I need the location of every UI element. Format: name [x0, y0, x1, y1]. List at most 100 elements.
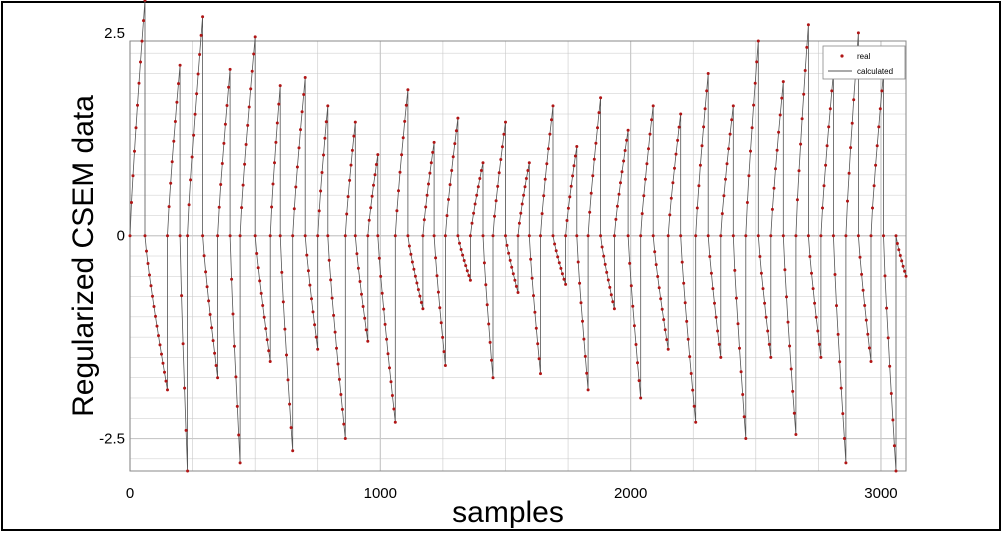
real-data-point [223, 122, 227, 126]
real-data-point [205, 285, 209, 289]
real-data-point [540, 212, 544, 216]
real-data-point [625, 138, 629, 142]
real-data-point [689, 372, 693, 375]
real-data-point [781, 234, 785, 238]
real-data-point [178, 63, 182, 67]
real-data-point [564, 234, 568, 238]
real-data-point [814, 315, 818, 319]
real-data-point [831, 234, 835, 238]
real-data-point [560, 272, 564, 276]
real-data-point [830, 89, 834, 93]
real-data-point [744, 234, 748, 238]
real-data-point [186, 469, 190, 473]
real-data-point [324, 120, 328, 124]
real-data-point [731, 104, 735, 108]
real-data-point [255, 252, 259, 255]
real-data-point [524, 177, 528, 180]
real-data-point [379, 274, 383, 278]
real-data-point [404, 103, 408, 107]
real-data-point [227, 85, 231, 89]
real-data-point [353, 234, 357, 238]
real-data-point [366, 339, 370, 343]
y-axis-label: Regularized CSEM data [67, 95, 100, 417]
real-data-point [557, 261, 561, 265]
real-data-point [550, 118, 553, 122]
real-data-point [332, 313, 336, 317]
real-data-point [894, 469, 898, 473]
real-data-point [327, 258, 331, 262]
real-data-point [342, 422, 346, 426]
real-data-point [878, 107, 882, 111]
real-data-point [708, 255, 712, 258]
real-data-point [403, 119, 407, 123]
real-data-point [586, 388, 590, 392]
real-data-point [705, 89, 709, 93]
real-data-point [626, 128, 630, 132]
real-data-point [415, 281, 419, 285]
real-data-point [456, 116, 460, 120]
real-data-point [592, 157, 596, 161]
real-data-point [867, 346, 871, 350]
real-data-point [401, 136, 405, 140]
real-data-point [491, 376, 495, 380]
real-data-point [443, 364, 447, 367]
real-data-point [472, 211, 476, 215]
real-data-point [432, 140, 436, 144]
real-data-point [841, 412, 845, 416]
real-data-point [753, 81, 757, 85]
real-data-point [581, 319, 584, 323]
real-data-point [443, 234, 447, 238]
real-data-point [573, 154, 577, 158]
real-data-point [788, 344, 792, 348]
real-data-point [562, 277, 566, 281]
real-data-point [706, 234, 710, 238]
real-data-point [669, 196, 673, 200]
real-data-point [504, 120, 507, 124]
real-data-point [190, 155, 194, 159]
real-data-point [795, 198, 799, 202]
real-data-point [195, 92, 199, 96]
real-data-point [819, 234, 823, 238]
real-data-point [806, 23, 810, 27]
real-data-point [568, 195, 572, 199]
real-data-point [166, 234, 169, 238]
real-data-point [770, 207, 774, 211]
real-data-point [697, 184, 701, 188]
real-data-point [363, 316, 367, 320]
x-tick-label: 3000 [864, 485, 897, 502]
real-data-point [640, 212, 644, 216]
real-data-point [874, 163, 878, 167]
real-data-point [694, 234, 698, 238]
real-data-point [198, 53, 202, 56]
real-data-point [802, 92, 806, 96]
real-data-point [447, 198, 450, 201]
real-data-point [340, 407, 344, 411]
real-data-point [369, 206, 373, 210]
real-data-point [527, 234, 531, 238]
real-data-point [522, 193, 526, 197]
real-data-point [844, 461, 848, 465]
real-data-point [468, 278, 472, 282]
real-data-point [803, 69, 807, 72]
real-data-point [747, 174, 751, 178]
real-data-point [186, 234, 190, 238]
real-data-point [764, 315, 768, 319]
real-data-point [253, 35, 257, 39]
real-data-point [596, 126, 599, 130]
real-data-point [517, 221, 521, 225]
real-data-point [897, 248, 901, 252]
real-data-point [450, 169, 454, 172]
real-data-point [700, 144, 704, 148]
real-data-point [500, 145, 504, 149]
real-data-point [745, 201, 749, 204]
real-data-point [516, 291, 520, 294]
real-data-point [232, 344, 236, 348]
real-data-point [435, 274, 439, 278]
real-data-point [588, 210, 592, 214]
real-data-point [285, 353, 288, 357]
real-data-point [134, 126, 138, 130]
real-data-point [856, 31, 860, 35]
real-data-point [605, 270, 609, 274]
real-data-point [727, 147, 731, 151]
real-data-point [778, 113, 782, 117]
